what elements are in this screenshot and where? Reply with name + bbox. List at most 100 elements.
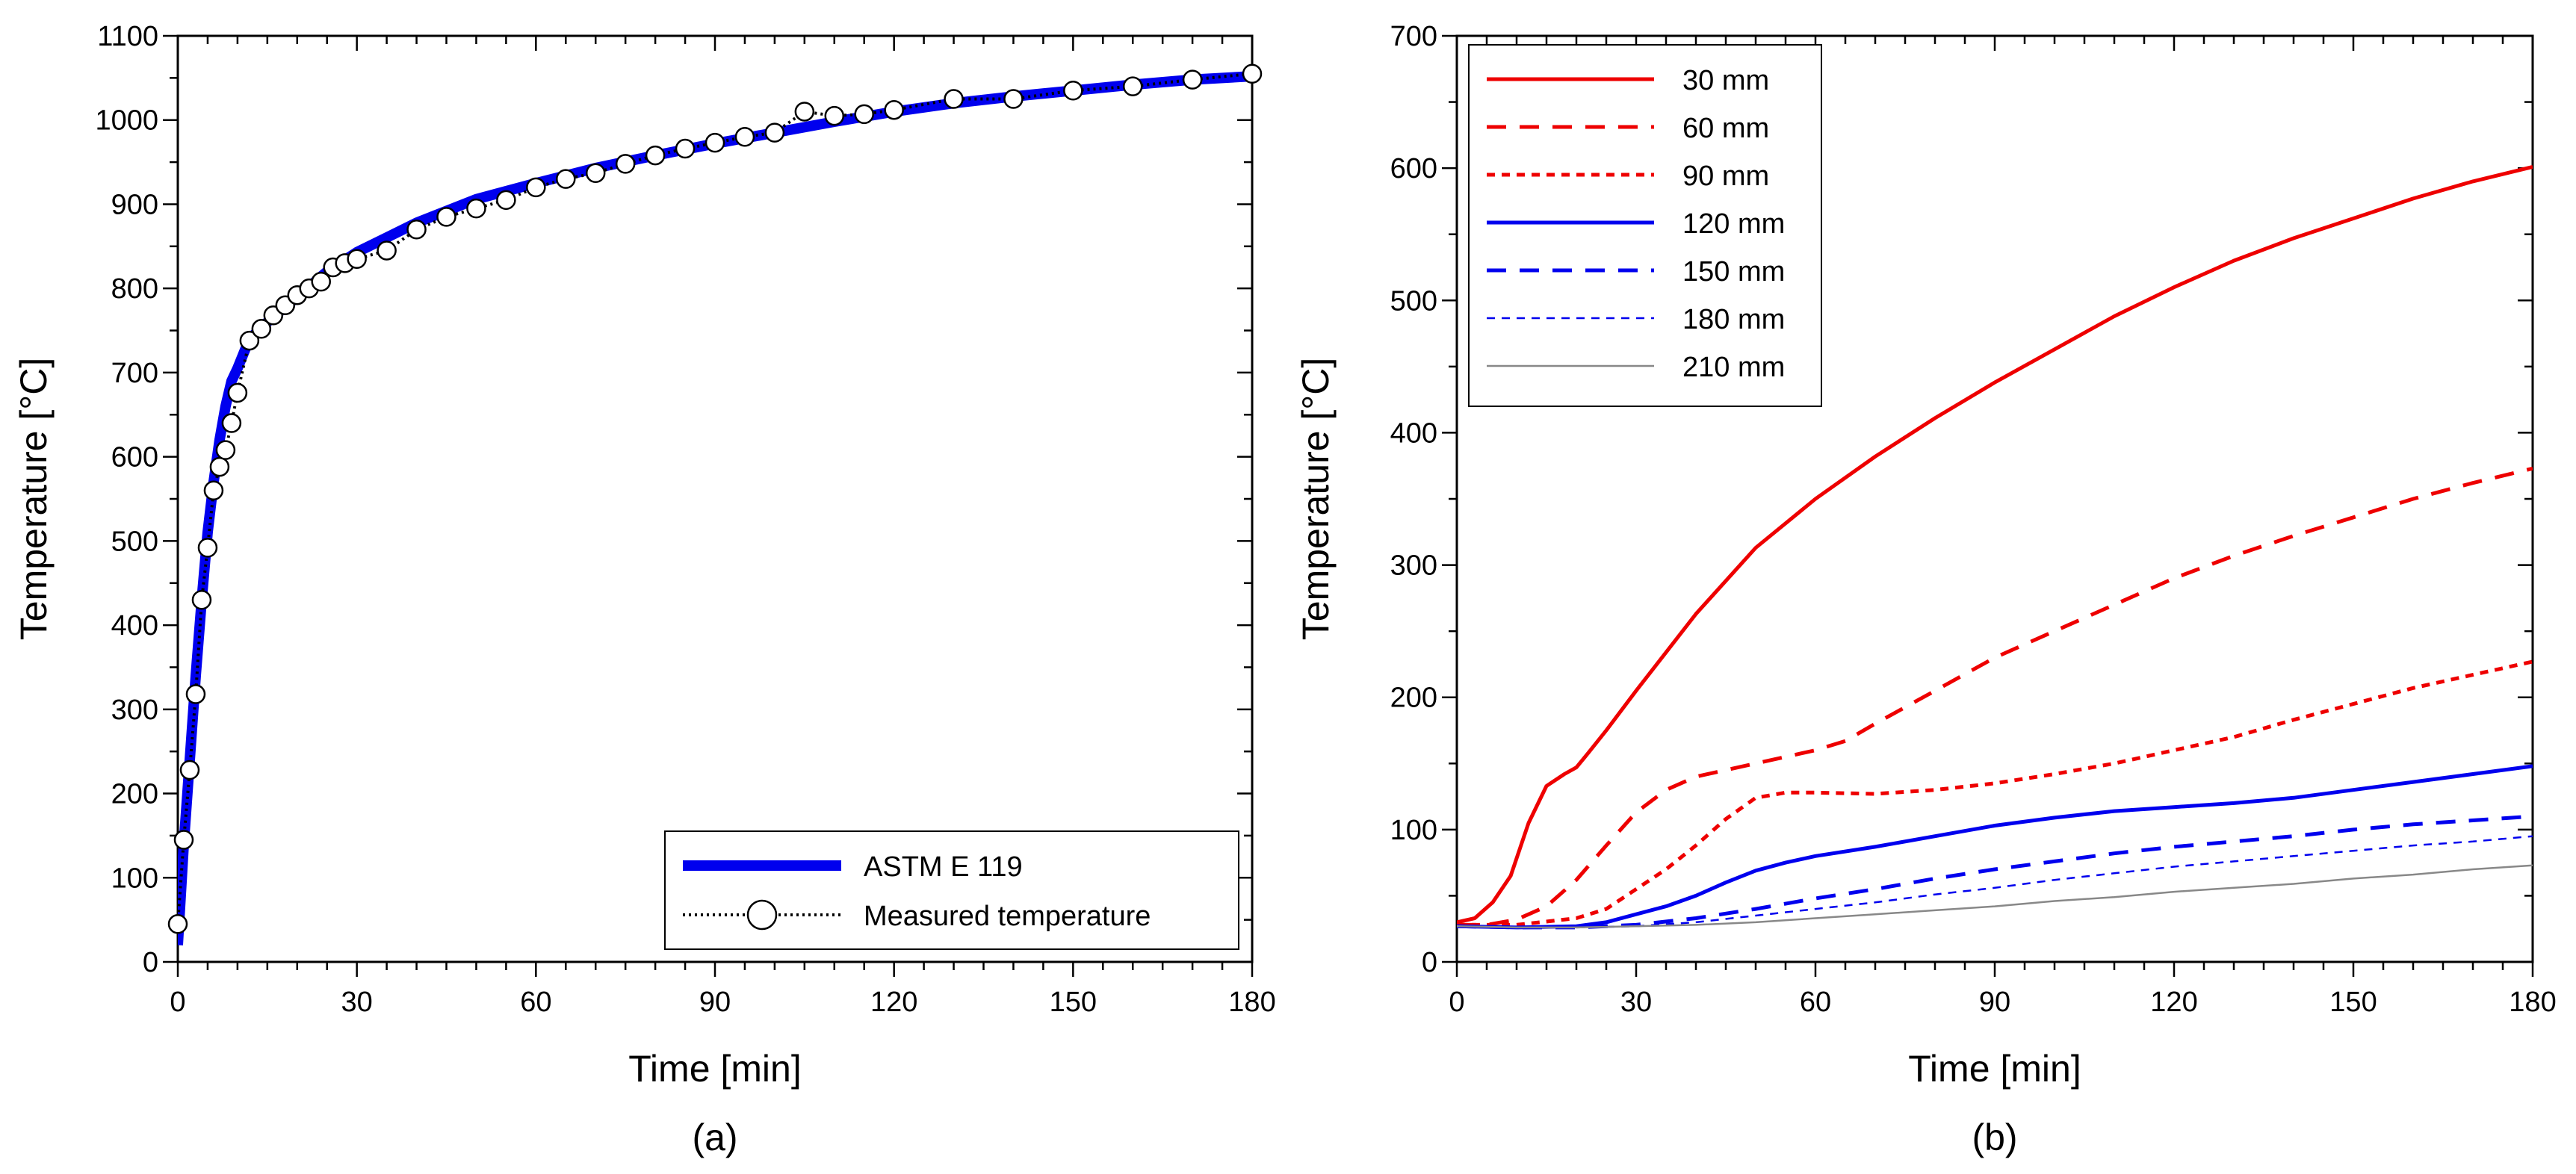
- series-line-120-mm: [1457, 764, 2533, 930]
- legend-box: [1468, 44, 1822, 407]
- x-tick-label: 180: [1228, 987, 1275, 1018]
- measured-point: [179, 760, 200, 780]
- measured-point: [944, 89, 964, 109]
- measured-point: [824, 105, 845, 126]
- measured-point: [239, 330, 260, 351]
- y-tick-label: 0: [1422, 947, 1437, 978]
- legend-label: 60 mm: [1682, 113, 1769, 144]
- measured-point: [526, 177, 546, 198]
- measured-point: [1182, 69, 1203, 90]
- panel-label: (a): [692, 1116, 737, 1158]
- measured-point: [221, 413, 242, 433]
- measured-point: [1003, 89, 1024, 109]
- measured-point: [734, 127, 755, 147]
- series-group: [178, 71, 1252, 945]
- panel-a-chart: 0 30 60 90 120 150 180 0 100 200 300 400 500 600 700 80…: [13, 21, 1276, 1158]
- x-tick-label: 150: [1050, 987, 1097, 1018]
- x-tick-label: 150: [2329, 987, 2377, 1018]
- measured-point: [705, 132, 725, 153]
- legend-label: 30 mm: [1682, 65, 1769, 96]
- measured-point: [203, 480, 224, 500]
- y-tick-label: 600: [1390, 153, 1437, 184]
- measured-point: [173, 830, 194, 850]
- x-tick-label: 120: [870, 987, 917, 1018]
- y-tick-label: 300: [1390, 550, 1437, 582]
- measured-point: [645, 145, 666, 166]
- series-group: [1457, 164, 2533, 930]
- y-tick-label: 0: [143, 947, 158, 978]
- measured-point: [675, 138, 696, 159]
- x-tick-label: 30: [1620, 987, 1652, 1018]
- measured-point: [794, 102, 815, 122]
- legend-label: ASTM E 119: [864, 851, 1023, 883]
- panel-label: (b): [1972, 1116, 2017, 1158]
- measured-point: [197, 538, 218, 558]
- x-tick-label: 0: [170, 987, 185, 1018]
- legend: ASTM E 119 Measured temperature: [664, 830, 1239, 950]
- y-tick-label: 700: [111, 358, 158, 389]
- x-axis-title: Time [min]: [1908, 1048, 2081, 1090]
- measured-point: [311, 271, 331, 292]
- y-axis-title: Temperature [°C]: [1295, 358, 1337, 640]
- x-tick-label: 90: [1979, 987, 2010, 1018]
- measured-point: [377, 240, 397, 261]
- x-tick-label: 90: [699, 987, 731, 1018]
- legend-label: 210 mm: [1682, 352, 1785, 383]
- plot-frame: [176, 34, 1254, 963]
- series-line-measured-temperature: [178, 72, 1252, 925]
- y-tick-label: 700: [1390, 21, 1437, 52]
- x-tick-label: 0: [1449, 987, 1464, 1018]
- measured-point: [1242, 63, 1263, 84]
- measured-point: [1122, 76, 1143, 96]
- measured-point: [209, 456, 230, 477]
- measured-point: [436, 207, 456, 227]
- y-tick-label: 400: [1390, 417, 1437, 449]
- y-tick-label: 900: [111, 189, 158, 220]
- measured-point: [227, 382, 248, 403]
- measured-point: [854, 104, 874, 125]
- measured-point: [615, 154, 636, 174]
- y-tick-label: 200: [1390, 683, 1437, 714]
- measured-point: [764, 122, 785, 143]
- series-line-30-mm: [1457, 164, 2533, 925]
- measured-point: [1063, 81, 1083, 101]
- series-line-astm-e-119: [178, 71, 1252, 945]
- series-line-210-mm: [1457, 864, 2533, 929]
- y-tick-label: 300: [111, 695, 158, 726]
- y-tick-label: 500: [1390, 285, 1437, 317]
- measured-point: [191, 590, 212, 610]
- measured-point: [215, 440, 236, 460]
- y-tick-label: 600: [111, 442, 158, 473]
- x-tick-label: 60: [1800, 987, 1831, 1018]
- x-tick-label: 30: [341, 987, 373, 1018]
- y-tick-label: 1100: [97, 21, 158, 52]
- x-tick-label: 60: [520, 987, 551, 1018]
- measured-point: [347, 249, 367, 269]
- measured-point: [251, 319, 272, 339]
- series-line-180-mm: [1457, 835, 2533, 929]
- y-axis-title: Temperature [°C]: [13, 358, 55, 640]
- x-axis-title: Time [min]: [628, 1048, 802, 1090]
- measured-point: [185, 684, 206, 704]
- legend-label: 90 mm: [1682, 161, 1769, 192]
- measured-point: [556, 169, 576, 189]
- y-tick-label: 1000: [95, 105, 158, 137]
- x-tick-label: 180: [2509, 987, 2556, 1018]
- measured-point: [496, 190, 516, 211]
- measured-point: [406, 220, 427, 240]
- x-tick-label: 120: [2150, 987, 2197, 1018]
- legend: 30 mm 60 mm 90 mm 120 mm 150 mm 180 mm 210 mm: [1468, 44, 1822, 407]
- series-line-60-mm: [1457, 466, 2533, 927]
- measured-point: [884, 99, 904, 120]
- y-tick-label: 200: [111, 779, 158, 810]
- y-tick-label: 500: [111, 526, 158, 557]
- measured-point: [466, 198, 486, 219]
- legend-label: Measured temperature: [864, 901, 1151, 932]
- panel-b-chart: 0 30 60 90 120 150 180 0 100 200 300 400 500 600 700 Ti…: [1295, 21, 2557, 1158]
- measured-point: [585, 163, 606, 183]
- y-tick-label: 100: [1390, 815, 1437, 846]
- measured-point: [167, 914, 188, 934]
- y-tick-label: 100: [111, 863, 158, 894]
- series-line-150-mm: [1457, 814, 2533, 930]
- legend-label: 120 mm: [1682, 208, 1785, 240]
